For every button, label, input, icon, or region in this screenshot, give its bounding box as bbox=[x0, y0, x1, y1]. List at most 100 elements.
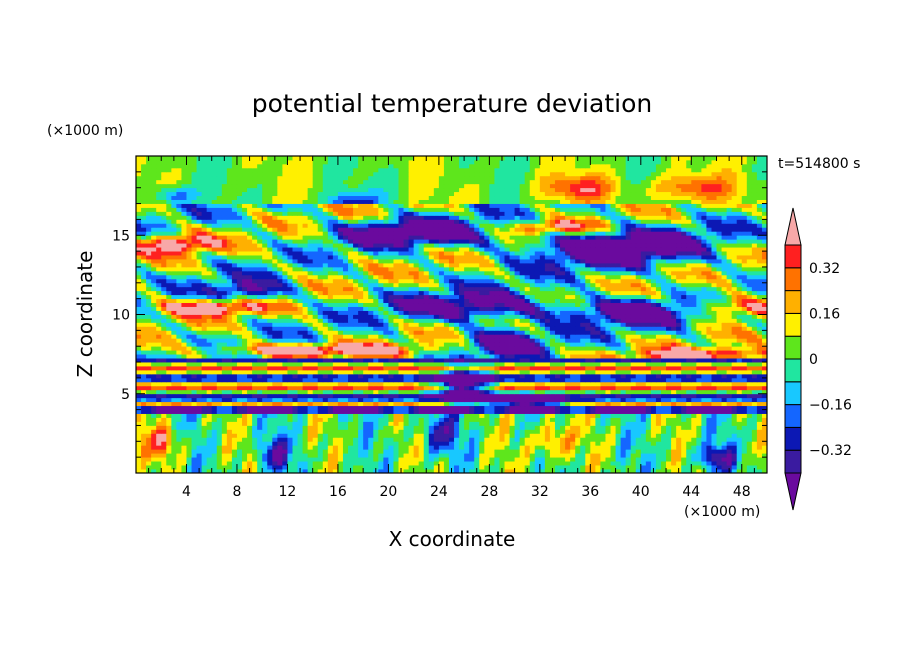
field-cell bbox=[257, 389, 263, 395]
field-cell bbox=[201, 358, 208, 363]
field-cell bbox=[459, 354, 465, 359]
field-cell bbox=[524, 445, 531, 450]
field-cell bbox=[307, 362, 314, 367]
field-cell bbox=[262, 393, 268, 399]
field-cell bbox=[746, 358, 753, 363]
field-cell bbox=[156, 366, 162, 371]
field-cell bbox=[600, 445, 606, 450]
field-cell bbox=[418, 326, 425, 331]
field-cell bbox=[332, 437, 339, 442]
field-cell bbox=[529, 342, 536, 347]
field-cell bbox=[282, 342, 288, 347]
field-cell bbox=[479, 346, 485, 351]
field-cell bbox=[277, 350, 283, 355]
field-cell bbox=[726, 334, 733, 339]
field-cell bbox=[459, 397, 465, 403]
field-cell bbox=[711, 314, 717, 319]
field-cell bbox=[534, 314, 541, 319]
field-cell bbox=[231, 389, 238, 395]
field-cell bbox=[181, 314, 187, 319]
field-cell bbox=[600, 437, 606, 442]
field-cell bbox=[297, 453, 303, 458]
field-cell bbox=[166, 461, 172, 466]
field-cell bbox=[211, 433, 218, 438]
field-cell bbox=[590, 393, 596, 399]
field-cell bbox=[267, 322, 273, 327]
field-cell bbox=[353, 469, 359, 474]
field-cell bbox=[353, 465, 359, 470]
field-cell bbox=[691, 334, 697, 339]
field-cell bbox=[635, 381, 642, 387]
field-cell bbox=[186, 346, 192, 351]
field-cell bbox=[438, 314, 445, 319]
field-cell bbox=[348, 457, 354, 462]
field-cell bbox=[141, 433, 147, 438]
field-cell bbox=[539, 346, 546, 351]
field-cell bbox=[247, 405, 253, 410]
field-cell bbox=[226, 342, 233, 347]
field-cell bbox=[378, 425, 384, 430]
field-cell bbox=[408, 449, 415, 454]
field-cell bbox=[211, 385, 218, 391]
field-cell bbox=[398, 421, 404, 426]
field-cell bbox=[565, 429, 571, 434]
field-cell bbox=[257, 425, 263, 430]
field-cell bbox=[443, 377, 450, 383]
field-cell bbox=[403, 441, 409, 446]
field-cell bbox=[383, 350, 389, 355]
field-cell bbox=[292, 433, 298, 438]
field-cell bbox=[464, 326, 470, 331]
field-cell bbox=[645, 362, 652, 367]
field-cell bbox=[706, 342, 712, 347]
field-cell bbox=[211, 437, 218, 442]
field-cell bbox=[136, 409, 142, 414]
field-cell bbox=[620, 453, 627, 458]
field-cell bbox=[307, 405, 314, 410]
field-cell bbox=[181, 401, 187, 407]
field-cell bbox=[443, 441, 450, 446]
field-cell bbox=[252, 433, 258, 438]
field-cell bbox=[671, 326, 677, 331]
field-cell bbox=[660, 322, 667, 327]
field-cell bbox=[368, 413, 374, 418]
field-cell bbox=[585, 369, 591, 375]
field-cell bbox=[660, 338, 667, 343]
field-cell bbox=[206, 318, 213, 323]
field-cell bbox=[231, 413, 238, 418]
field-cell bbox=[287, 397, 293, 403]
field-cell bbox=[570, 346, 576, 351]
field-cell bbox=[393, 314, 399, 319]
field-cell bbox=[534, 389, 541, 395]
field-cell bbox=[635, 445, 642, 450]
field-cell bbox=[373, 330, 379, 335]
field-cell bbox=[443, 453, 450, 458]
field-cell bbox=[433, 346, 440, 351]
field-cell bbox=[756, 437, 763, 442]
field-cell bbox=[499, 401, 505, 407]
field-cell bbox=[242, 433, 248, 438]
field-cell bbox=[706, 393, 712, 399]
field-cell bbox=[206, 322, 213, 327]
field-cell bbox=[605, 338, 611, 343]
field-cell bbox=[211, 409, 218, 414]
field-cell bbox=[691, 326, 697, 331]
field-cell bbox=[691, 366, 697, 371]
field-cell bbox=[297, 385, 303, 391]
field-cell bbox=[322, 373, 329, 379]
field-cell bbox=[721, 318, 728, 323]
field-cell bbox=[363, 322, 369, 327]
field-cell bbox=[474, 381, 480, 387]
field-cell bbox=[226, 366, 233, 371]
field-cell bbox=[368, 314, 374, 319]
field-cell bbox=[686, 326, 692, 331]
field-cell bbox=[186, 429, 192, 434]
field-cell bbox=[231, 449, 238, 454]
field-cell bbox=[519, 401, 526, 407]
field-cell bbox=[595, 441, 601, 446]
field-cell bbox=[206, 449, 213, 454]
field-cell bbox=[519, 417, 526, 422]
field-cell bbox=[474, 429, 480, 434]
field-cell bbox=[565, 322, 571, 327]
field-cell bbox=[156, 314, 162, 319]
field-cell bbox=[655, 385, 662, 391]
